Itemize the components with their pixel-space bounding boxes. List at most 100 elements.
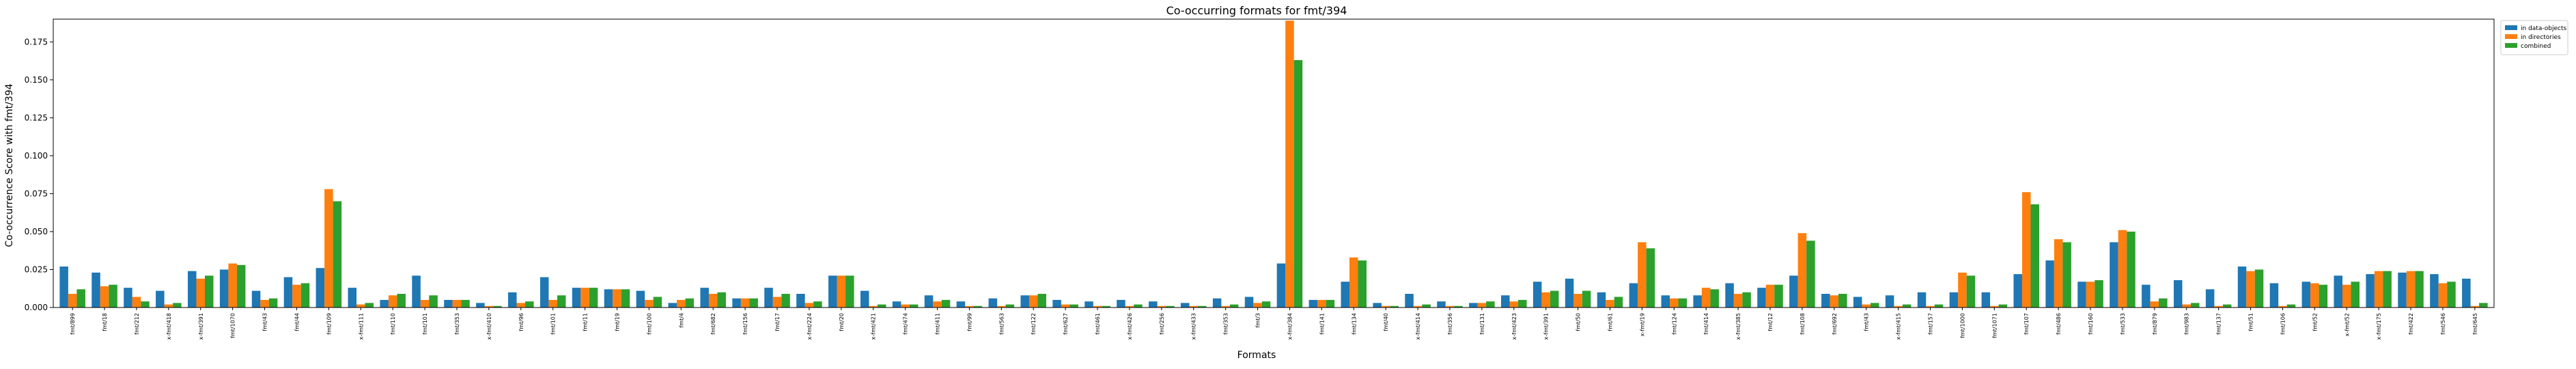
- bar-series-3: [397, 294, 406, 308]
- bar-series-1: [540, 277, 549, 308]
- bar-series-3: [1358, 260, 1367, 308]
- bar-series-3: [2095, 280, 2103, 308]
- bar-series-2: [68, 294, 77, 308]
- x-tick-label: fmt/474: [903, 313, 909, 335]
- bar-series-1: [1117, 299, 1125, 308]
- x-tick-label: fmt/96: [518, 313, 524, 331]
- bar-series-2: [2246, 271, 2255, 308]
- bar-series-3: [173, 303, 182, 308]
- bar-series-3: [2190, 303, 2200, 308]
- x-tick-label: fmt/682: [710, 313, 716, 335]
- x-tick-label: fmt/109: [326, 313, 332, 335]
- bar-series-3: [749, 298, 758, 308]
- bar-series-1: [636, 290, 645, 308]
- x-axis: fmt/899 fmt/18 fmt/212 x-fmt/418 x-fmt/391 fm…: [70, 308, 2478, 340]
- bar-series-3: [1998, 304, 2008, 308]
- x-tick-label: fmt/563: [998, 313, 1005, 335]
- bar-series-3: [877, 304, 886, 308]
- x-tick-label: fmt/411: [935, 313, 941, 335]
- y-tick-label: 0.150: [25, 75, 48, 85]
- bar-series-1: [156, 290, 165, 308]
- x-tick-label: x-fmt/414: [1415, 313, 1421, 340]
- bar-series-3: [1710, 289, 1719, 308]
- bar-series-3: [1037, 294, 1046, 308]
- bar-series-2: [356, 304, 365, 308]
- bar-series-1: [924, 295, 934, 308]
- x-tick-label: fmt/52: [2312, 313, 2318, 331]
- bar-series-2: [1413, 305, 1423, 308]
- bar-series-2: [1638, 242, 1647, 308]
- bar-series-1: [1052, 299, 1061, 308]
- bar-series-3: [1838, 294, 1847, 308]
- bar-series-1: [2045, 260, 2054, 308]
- bar-series-2: [1606, 299, 1614, 308]
- bar-series-3: [973, 305, 983, 308]
- bar-series-1: [1437, 301, 1446, 308]
- x-tick-label: fmt/134: [1351, 313, 1357, 335]
- x-tick-label: fmt/692: [1832, 313, 1838, 335]
- bar-series-1: [764, 288, 773, 308]
- bar-series-2: [2021, 192, 2031, 308]
- x-tick-label: x-fmt/224: [807, 313, 813, 340]
- bar-series-1: [124, 288, 132, 308]
- bar-series-3: [236, 264, 246, 308]
- x-tick-label: fmt/99: [966, 313, 972, 331]
- bar-series-1: [1469, 303, 1478, 308]
- bar-series-1: [2013, 274, 2022, 308]
- bar-series-1: [348, 288, 357, 308]
- bar-series-3: [1198, 305, 1207, 308]
- bar-series-3: [493, 305, 502, 308]
- bar-series-3: [621, 289, 630, 308]
- bar-series-3: [2127, 231, 2136, 308]
- bar-series-3: [2351, 282, 2360, 308]
- x-tick-label: x-fmt/175: [2376, 313, 2382, 340]
- bar-series-1: [2398, 272, 2407, 308]
- bar-series-1: [604, 289, 613, 308]
- bar-series-2: [2182, 304, 2191, 308]
- bar-series-1: [1212, 298, 1222, 308]
- bar-series-2: [997, 305, 1006, 308]
- bar-series-1: [572, 288, 581, 308]
- bar-series-3: [589, 288, 598, 308]
- bar-series-3: [461, 299, 470, 308]
- x-tick-label: x-fmt/391: [1543, 313, 1550, 340]
- x-tick-label: fmt/43: [1864, 313, 1870, 331]
- x-tick-label: fmt/533: [2120, 313, 2126, 335]
- bar-series-2: [2406, 271, 2416, 308]
- bar-series-3: [365, 303, 374, 308]
- bar-series-3: [781, 294, 790, 308]
- bar-series-3: [2222, 304, 2232, 308]
- bar-series-2: [1830, 295, 1839, 308]
- bar-series-1: [380, 299, 389, 308]
- bar-series-2: [1797, 233, 1807, 308]
- chart-title: Co-occurring formats for fmt/394: [1166, 4, 1347, 17]
- bar-series-1: [1693, 295, 1702, 308]
- bar-series-3: [1582, 290, 1591, 308]
- bar-series-3: [2383, 271, 2392, 308]
- x-tick-label: fmt/1000: [1959, 313, 1965, 338]
- bar-series-2: [1701, 288, 1711, 308]
- bar-series-3: [1102, 305, 1110, 308]
- bar-series-1: [2462, 278, 2471, 308]
- bar-series-2: [1765, 284, 1775, 308]
- bar-series-1: [1853, 297, 1862, 308]
- bar-series-1: [892, 301, 901, 308]
- bar-series-1: [2430, 274, 2439, 308]
- x-tick-label: fmt/107: [2024, 313, 2030, 335]
- bar-series-2: [933, 301, 942, 308]
- x-tick-label: fmt/131: [1479, 313, 1485, 335]
- legend-swatch: [2505, 34, 2517, 39]
- x-tick-label: fmt/414: [1703, 313, 1709, 335]
- x-tick-label: fmt/124: [1671, 313, 1677, 335]
- y-tick-label: 0.125: [25, 113, 48, 122]
- bar-series-2: [2310, 283, 2319, 308]
- x-tick-label: fmt/983: [2184, 313, 2190, 335]
- bar-series-3: [1966, 275, 1976, 308]
- bars-layer: [59, 20, 2488, 308]
- bar-series-1: [92, 272, 100, 308]
- bar-series-3: [1454, 305, 1463, 308]
- bar-series-2: [869, 305, 878, 308]
- x-tick-label: fmt/356: [1447, 313, 1453, 335]
- x-tick-label: fmt/101: [550, 313, 557, 335]
